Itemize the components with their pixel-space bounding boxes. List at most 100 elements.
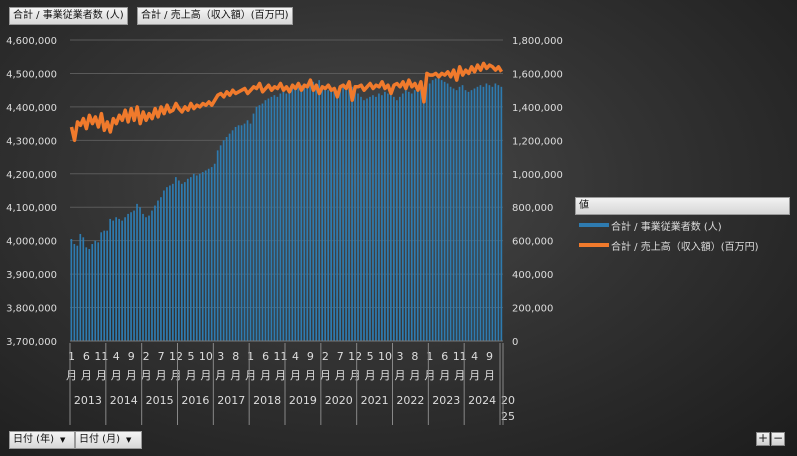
value-field-button-employees[interactable]: 合計 / 事業従業者数 (人) bbox=[9, 7, 128, 25]
collapse-field-button[interactable]: − bbox=[771, 431, 785, 446]
bar bbox=[345, 90, 347, 342]
x-year-label: 2023 bbox=[432, 394, 460, 407]
bar bbox=[384, 91, 386, 341]
bar bbox=[306, 83, 309, 341]
bar bbox=[479, 85, 482, 342]
bar bbox=[309, 85, 312, 342]
bar bbox=[139, 207, 141, 341]
x-month-suffix: 月 bbox=[320, 369, 331, 382]
bar bbox=[387, 93, 389, 341]
x-month-suffix: 月 bbox=[245, 369, 256, 382]
bar bbox=[169, 185, 171, 341]
bar bbox=[192, 173, 195, 341]
axis-field-button-year[interactable]: 日付 (年) ▼ bbox=[9, 431, 75, 449]
bar bbox=[163, 190, 165, 341]
bar bbox=[491, 86, 494, 341]
value-field-button-sales[interactable]: 合計 / 売上高（収入額）(百万円) bbox=[137, 7, 293, 25]
x-year-label: 2018 bbox=[253, 394, 281, 407]
bar bbox=[419, 86, 422, 341]
bar bbox=[136, 203, 138, 341]
bar bbox=[470, 90, 473, 342]
bar bbox=[225, 136, 228, 341]
bar bbox=[189, 177, 192, 341]
bar bbox=[437, 76, 440, 342]
y-right-tick-label: 1,200,000 bbox=[512, 136, 563, 147]
dropdown-arrow-icon: ▼ bbox=[59, 436, 66, 444]
x-month-suffix: 月 bbox=[469, 369, 480, 382]
bar bbox=[449, 86, 452, 341]
x-month-suffix: 月 bbox=[439, 369, 450, 382]
bar bbox=[458, 86, 461, 341]
bar bbox=[94, 240, 97, 341]
bar bbox=[485, 83, 488, 341]
bar bbox=[476, 86, 479, 341]
x-month-label: 3 bbox=[217, 350, 224, 363]
legend-label: 合計 / 売上高（収入額）(百万円) bbox=[611, 241, 759, 253]
legend-title[interactable]: 値 bbox=[575, 197, 790, 215]
bar bbox=[273, 95, 276, 341]
bar bbox=[366, 98, 368, 342]
y-right-tick-label: 600,000 bbox=[512, 237, 553, 248]
bar bbox=[288, 90, 291, 342]
x-month-label: 1 bbox=[426, 350, 433, 363]
bar bbox=[393, 96, 395, 341]
expand-field-button[interactable]: + bbox=[756, 431, 770, 446]
bar bbox=[76, 245, 79, 341]
y-right-tick-label: 0 bbox=[512, 337, 518, 348]
x-month-suffix: 月 bbox=[66, 369, 77, 382]
x-year-label-part: 25 bbox=[501, 410, 515, 423]
x-year-label: 2022 bbox=[396, 394, 424, 407]
y-left-tick-label: 3,700,000 bbox=[6, 337, 57, 348]
x-year-label: 2013 bbox=[74, 394, 102, 407]
x-month-label: 6 bbox=[262, 350, 269, 363]
x-year-label: 2016 bbox=[181, 394, 209, 407]
bar bbox=[118, 218, 120, 341]
bar bbox=[267, 98, 270, 342]
x-year-label: 2014 bbox=[110, 394, 138, 407]
x-month-label: 11 bbox=[274, 350, 288, 363]
bar bbox=[103, 230, 106, 341]
bar bbox=[354, 85, 356, 342]
bar bbox=[255, 106, 258, 341]
bar bbox=[157, 200, 159, 341]
x-month-label: 6 bbox=[83, 350, 90, 363]
legend-swatch-line bbox=[579, 243, 609, 247]
bar bbox=[121, 220, 123, 341]
x-month-label: 4 bbox=[471, 350, 478, 363]
bar bbox=[378, 93, 380, 341]
bar bbox=[464, 90, 467, 342]
x-month-label: 5 bbox=[367, 350, 374, 363]
bar bbox=[282, 90, 285, 342]
bar bbox=[249, 123, 252, 341]
bar bbox=[216, 150, 219, 341]
bar bbox=[258, 105, 261, 341]
bar bbox=[410, 93, 413, 341]
y-left-tick-label: 4,100,000 bbox=[6, 203, 57, 214]
axis-field-button-month[interactable]: 日付 (月) ▼ bbox=[75, 431, 142, 449]
y-right-tick-label: 1,000,000 bbox=[512, 170, 563, 181]
x-month-label: 9 bbox=[128, 350, 135, 363]
bar bbox=[407, 91, 410, 341]
bar bbox=[315, 83, 318, 341]
bar bbox=[228, 133, 231, 341]
x-month-label: 4 bbox=[113, 350, 120, 363]
bar bbox=[240, 125, 243, 342]
bar bbox=[324, 88, 327, 341]
x-month-label: 8 bbox=[411, 350, 418, 363]
x-month-label: 12 bbox=[169, 350, 183, 363]
x-year-label: 2020 bbox=[325, 394, 353, 407]
bar bbox=[416, 88, 419, 341]
bar bbox=[428, 83, 431, 341]
bar bbox=[186, 178, 189, 341]
bar bbox=[91, 244, 94, 341]
bar bbox=[276, 96, 279, 341]
axis-field-label: 日付 (年) bbox=[13, 434, 54, 445]
x-month-suffix: 月 bbox=[484, 369, 495, 382]
bar bbox=[106, 230, 109, 341]
bar bbox=[327, 90, 329, 342]
dropdown-arrow-icon: ▼ bbox=[125, 436, 132, 444]
legend: 値 合計 / 事業従業者数 (人) 合計 / 売上高（収入額）(百万円) bbox=[575, 197, 790, 255]
x-month-suffix: 月 bbox=[141, 369, 152, 382]
x-month-suffix: 月 bbox=[171, 369, 182, 382]
